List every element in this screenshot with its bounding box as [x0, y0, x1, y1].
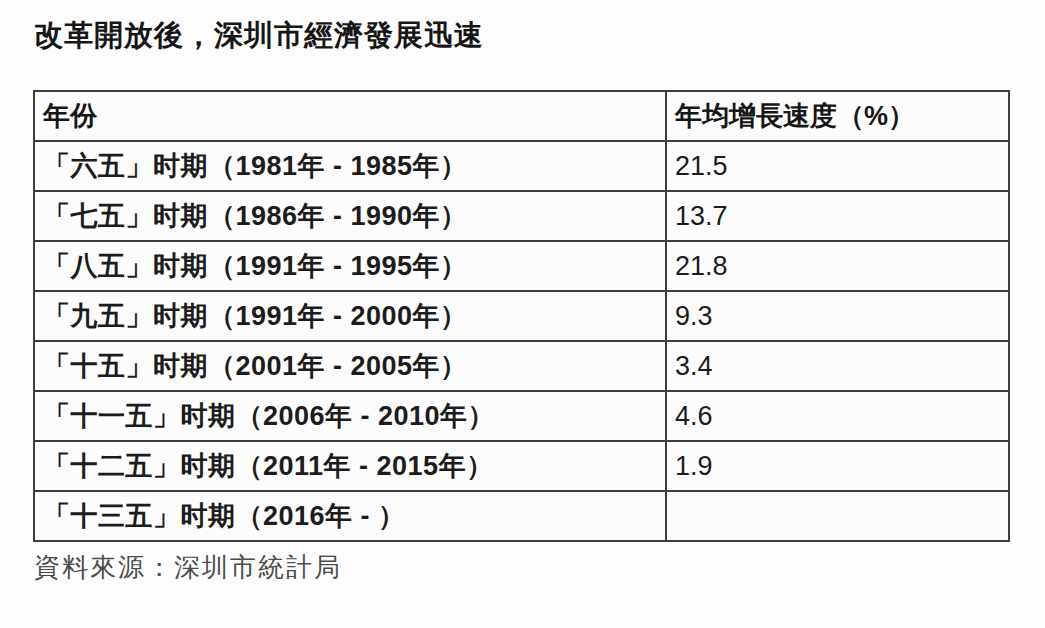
period-cell: 「十一五」时期（2006年 - 2010年） — [34, 391, 666, 441]
rate-cell: 13.7 — [666, 191, 1009, 241]
period-cell: 「十二五」时期（2011年 - 2015年） — [34, 441, 666, 491]
growth-rate-table: 年份 年均增長速度（%） 「六五」时期（1981年 - 1985年） 21.5 … — [33, 90, 1010, 542]
rate-cell: 21.5 — [666, 141, 1009, 191]
rate-cell: 1.9 — [666, 441, 1009, 491]
table-row: 「六五」时期（1981年 - 1985年） 21.5 — [34, 141, 1009, 191]
table-row: 「九五」时期（1991年 - 2000年） 9.3 — [34, 291, 1009, 341]
page: 改革開放後，深圳市經濟發展迅速 年份 年均增長速度（%） 「六五」时期（1981… — [0, 0, 1045, 628]
source-note: 資料來源：深圳市統計局 — [34, 550, 1045, 585]
period-cell: 「十五」时期（2001年 - 2005年） — [34, 341, 666, 391]
table-row: 「七五」时期（1986年 - 1990年） 13.7 — [34, 191, 1009, 241]
rate-cell: 3.4 — [666, 341, 1009, 391]
period-cell: 「六五」时期（1981年 - 1985年） — [34, 141, 666, 191]
page-title: 改革開放後，深圳市經濟發展迅速 — [0, 0, 1045, 56]
col-header-year: 年份 — [34, 91, 666, 141]
rate-cell — [666, 491, 1009, 541]
table-header-row: 年份 年均增長速度（%） — [34, 91, 1009, 141]
rate-cell: 4.6 — [666, 391, 1009, 441]
table-row: 「十一五」时期（2006年 - 2010年） 4.6 — [34, 391, 1009, 441]
rate-cell: 9.3 — [666, 291, 1009, 341]
table-row: 「八五」时期（1991年 - 1995年） 21.8 — [34, 241, 1009, 291]
col-header-growth-rate: 年均增長速度（%） — [666, 91, 1009, 141]
period-cell: 「十三五」时期（2016年 - ） — [34, 491, 666, 541]
rate-cell: 21.8 — [666, 241, 1009, 291]
period-cell: 「九五」时期（1991年 - 2000年） — [34, 291, 666, 341]
period-cell: 「八五」时期（1991年 - 1995年） — [34, 241, 666, 291]
period-cell: 「七五」时期（1986年 - 1990年） — [34, 191, 666, 241]
table-row: 「十三五」时期（2016年 - ） — [34, 491, 1009, 541]
table-row: 「十二五」时期（2011年 - 2015年） 1.9 — [34, 441, 1009, 491]
table-row: 「十五」时期（2001年 - 2005年） 3.4 — [34, 341, 1009, 391]
